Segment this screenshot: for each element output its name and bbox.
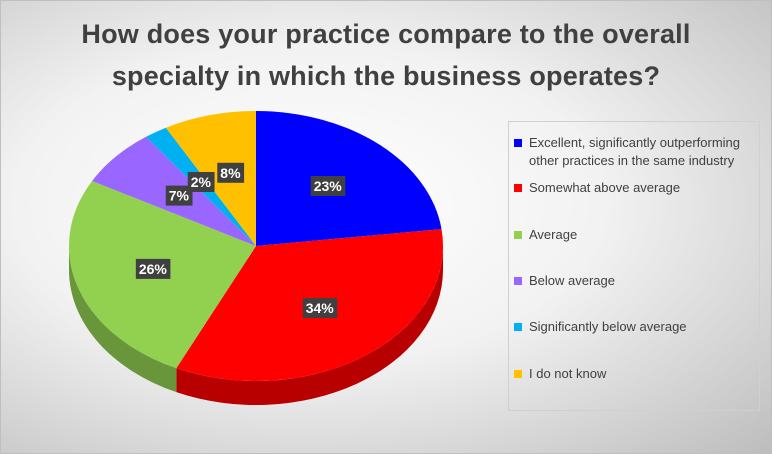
legend-item: Excellent, significantly outperforming o… <box>514 134 754 170</box>
data-label-box <box>302 298 338 319</box>
legend-label: Somewhat above average <box>529 180 681 195</box>
data-label: 23% <box>314 178 343 194</box>
legend-swatch <box>514 184 522 192</box>
legend-swatch <box>514 231 522 239</box>
data-label: 26% <box>139 261 168 277</box>
legend-swatch <box>514 277 522 285</box>
legend-label: I do not know <box>529 366 607 381</box>
data-label-box <box>135 258 171 279</box>
legend-item: Significantly below average <box>514 318 754 336</box>
legend-label: Significantly below average <box>529 319 687 334</box>
legend-swatch <box>514 370 522 378</box>
chart-title: How does your practice compare to the ov… <box>81 19 691 91</box>
slice-side <box>69 246 177 393</box>
pie-slice <box>256 111 442 246</box>
legend-label: Average <box>529 227 578 242</box>
data-label: 8% <box>220 165 241 181</box>
legend-item: Somewhat above average <box>514 179 754 197</box>
legend-swatch <box>514 323 522 331</box>
data-label-box <box>165 185 193 206</box>
data-label: 2% <box>191 174 212 190</box>
data-label-box <box>310 175 346 196</box>
legend-item: Below average <box>514 272 754 290</box>
legend-label: Below average <box>529 273 615 288</box>
legend-swatch <box>514 139 522 147</box>
legend-item: I do not know <box>514 365 754 383</box>
legend-item: Average <box>514 226 754 244</box>
data-label: 34% <box>306 300 335 316</box>
data-label: 7% <box>169 188 190 204</box>
data-label-box <box>187 172 215 193</box>
slice-side <box>176 246 444 405</box>
pie-area: 23% 34% 26% 7%2% 8% <box>68 111 444 405</box>
data-label-box <box>217 162 245 183</box>
legend: Excellent, significantly outperforming o… <box>508 121 760 411</box>
legend-label: Excellent, significantly outperforming o… <box>529 135 740 168</box>
